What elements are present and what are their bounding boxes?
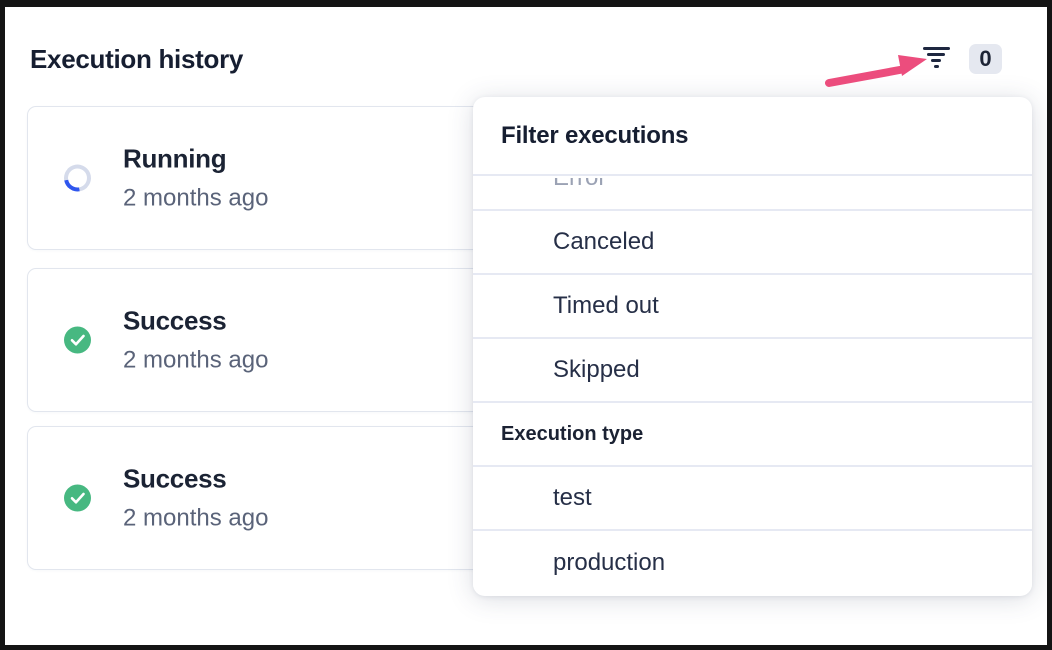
page-title: Execution history — [30, 44, 244, 74]
spinner-icon — [58, 159, 97, 197]
filter-option-canceled[interactable]: Canceled — [473, 211, 1032, 275]
execution-status: Success — [123, 463, 227, 494]
execution-time: 2 months ago — [123, 346, 269, 374]
execution-status: Success — [123, 305, 227, 336]
annotation-arrow-icon — [825, 55, 927, 87]
execution-status: Running — [123, 143, 227, 174]
filter-options-list[interactable]: Error Canceled Timed out Skipped Executi… — [473, 178, 1032, 596]
filter-option-skipped[interactable]: Skipped — [473, 339, 1032, 403]
filter-option-error[interactable]: Error — [473, 178, 1032, 211]
filter-funnel-icon[interactable] — [922, 47, 950, 73]
filter-option-production[interactable]: production — [473, 531, 1032, 595]
filter-option-test[interactable]: test — [473, 467, 1032, 531]
success-check-icon — [64, 484, 91, 512]
filter-section-execution-type: Execution type — [473, 403, 1032, 467]
filter-executions-dropdown: Filter executions Error Canceled Timed o… — [473, 97, 1032, 596]
filter-panel-title: Filter executions — [473, 97, 1032, 176]
execution-time: 2 months ago — [123, 504, 269, 532]
execution-time: 2 months ago — [123, 184, 269, 212]
filter-count-badge[interactable]: 0 — [969, 44, 1002, 74]
filter-option-timed-out[interactable]: Timed out — [473, 275, 1032, 339]
success-check-icon — [64, 326, 91, 354]
